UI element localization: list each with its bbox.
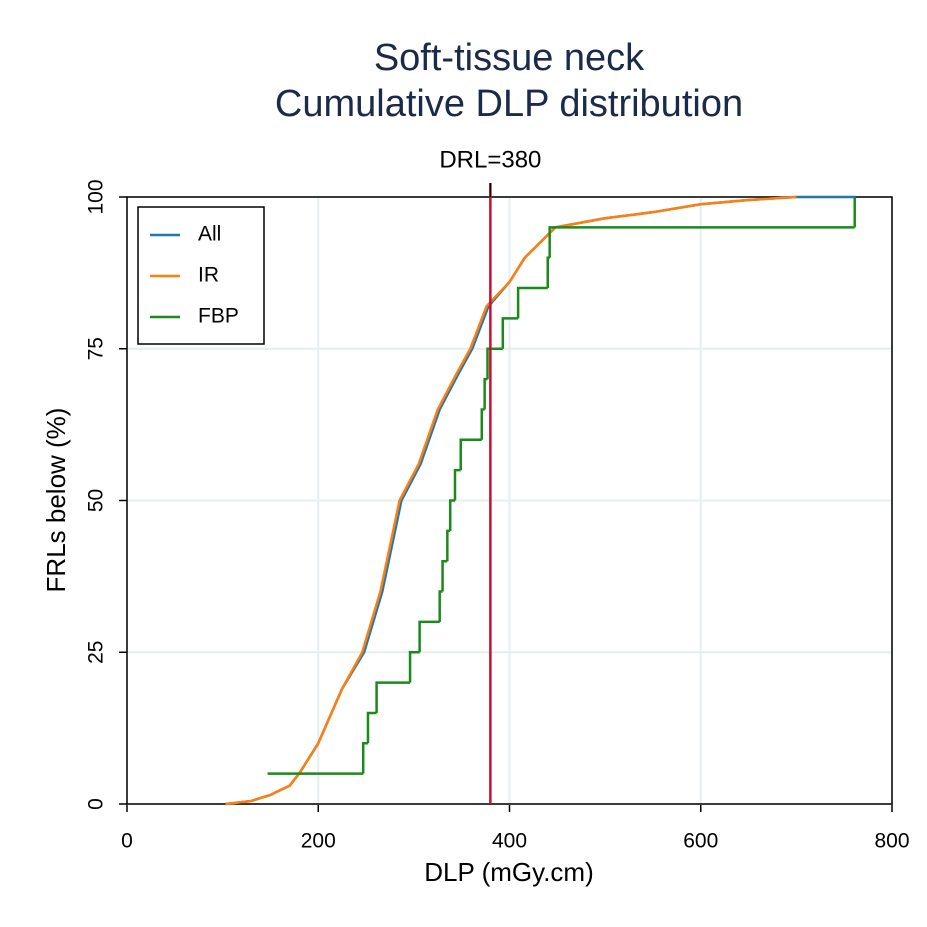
line: [225, 195, 797, 806]
legend-label: All: [198, 223, 221, 246]
chart-title: Soft-tissue neck: [374, 37, 645, 79]
step-segment: [486, 347, 503, 380]
step-segment: [516, 286, 548, 319]
x-tick-label: 200: [301, 830, 336, 853]
x-tick-label: 800: [874, 830, 909, 853]
step-segment: [448, 499, 455, 531]
y-tick-label: 0: [85, 798, 108, 810]
step-segment: [366, 711, 377, 744]
step-segment: [453, 468, 461, 501]
step-segment: [548, 226, 855, 258]
plot-frame: [126, 196, 893, 805]
y-axis-label: FRLs below (%): [41, 408, 71, 593]
step-segment: [375, 681, 411, 713]
legend-label: IR: [198, 264, 219, 287]
x-axis-label: DLP (mGy.cm): [424, 857, 593, 887]
step-segment: [459, 438, 482, 471]
legend-label: FBP: [198, 305, 239, 328]
step-segment: [418, 620, 440, 653]
step-segment: [361, 742, 368, 774]
step-segment: [441, 559, 448, 592]
x-tick-label: 0: [121, 830, 133, 853]
x-tick-label: 600: [683, 830, 718, 853]
step-segment: [501, 317, 519, 349]
step-segment: [408, 651, 420, 683]
y-tick-label: 100: [85, 179, 108, 214]
x-tick-label: 400: [492, 830, 527, 853]
y-tick-label: 50: [85, 489, 108, 512]
drl-label: DRL=380: [439, 146, 541, 173]
y-tick-label: 25: [85, 641, 108, 664]
y-tick-label: 75: [85, 337, 108, 360]
chart-title: Cumulative DLP distribution: [275, 83, 743, 125]
